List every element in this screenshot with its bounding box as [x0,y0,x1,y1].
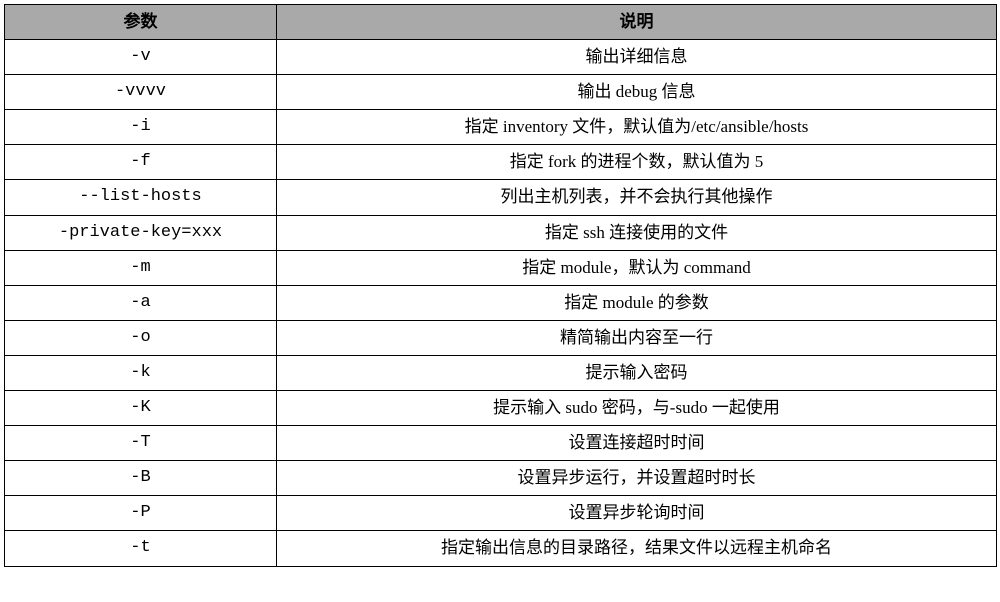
table-row: --list-hosts 列出主机列表，并不会执行其他操作 [5,180,997,215]
desc-cell: 设置异步轮询时间 [277,496,997,531]
param-cell: -a [5,285,277,320]
param-cell: -k [5,355,277,390]
desc-cell: 精简输出内容至一行 [277,320,997,355]
desc-cell: 指定 fork 的进程个数，默认值为 5 [277,145,997,180]
table-row: -m 指定 module，默认为 command [5,250,997,285]
table-row: -T 设置连接超时时间 [5,426,997,461]
desc-cell: 提示输入 sudo 密码，与-sudo 一起使用 [277,391,997,426]
table-row: -B 设置异步运行，并设置超时时长 [5,461,997,496]
desc-cell: 设置连接超时时间 [277,426,997,461]
table-row: -k 提示输入密码 [5,355,997,390]
desc-cell: 设置异步运行，并设置超时时长 [277,461,997,496]
param-cell: -t [5,531,277,566]
param-cell: -T [5,426,277,461]
param-cell: -private-key=xxx [5,215,277,250]
desc-cell: 提示输入密码 [277,355,997,390]
header-param: 参数 [5,5,277,40]
table-row: -o 精简输出内容至一行 [5,320,997,355]
table-row: -K 提示输入 sudo 密码，与-sudo 一起使用 [5,391,997,426]
table-row: -i 指定 inventory 文件，默认值为/etc/ansible/host… [5,110,997,145]
param-cell: -B [5,461,277,496]
table-row: -v 输出详细信息 [5,40,997,75]
table-row: -P 设置异步轮询时间 [5,496,997,531]
param-cell: -vvvv [5,75,277,110]
table-row: -t 指定输出信息的目录路径，结果文件以远程主机命名 [5,531,997,566]
param-cell: -o [5,320,277,355]
desc-cell: 指定 module 的参数 [277,285,997,320]
table-row: -private-key=xxx 指定 ssh 连接使用的文件 [5,215,997,250]
param-cell: --list-hosts [5,180,277,215]
table-row: -a 指定 module 的参数 [5,285,997,320]
desc-cell: 指定 inventory 文件，默认值为/etc/ansible/hosts [277,110,997,145]
table-row: -vvvv 输出 debug 信息 [5,75,997,110]
desc-cell: 指定 ssh 连接使用的文件 [277,215,997,250]
param-cell: -K [5,391,277,426]
table-header-row: 参数 说明 [5,5,997,40]
param-cell: -v [5,40,277,75]
desc-cell: 列出主机列表，并不会执行其他操作 [277,180,997,215]
params-table: 参数 说明 -v 输出详细信息 -vvvv 输出 debug 信息 -i 指定 … [4,4,997,567]
desc-cell: 指定 module，默认为 command [277,250,997,285]
param-cell: -m [5,250,277,285]
table-body: -v 输出详细信息 -vvvv 输出 debug 信息 -i 指定 invent… [5,40,997,566]
desc-cell: 输出 debug 信息 [277,75,997,110]
table-row: -f 指定 fork 的进程个数，默认值为 5 [5,145,997,180]
param-cell: -P [5,496,277,531]
param-cell: -i [5,110,277,145]
param-cell: -f [5,145,277,180]
desc-cell: 指定输出信息的目录路径，结果文件以远程主机命名 [277,531,997,566]
desc-cell: 输出详细信息 [277,40,997,75]
header-desc: 说明 [277,5,997,40]
